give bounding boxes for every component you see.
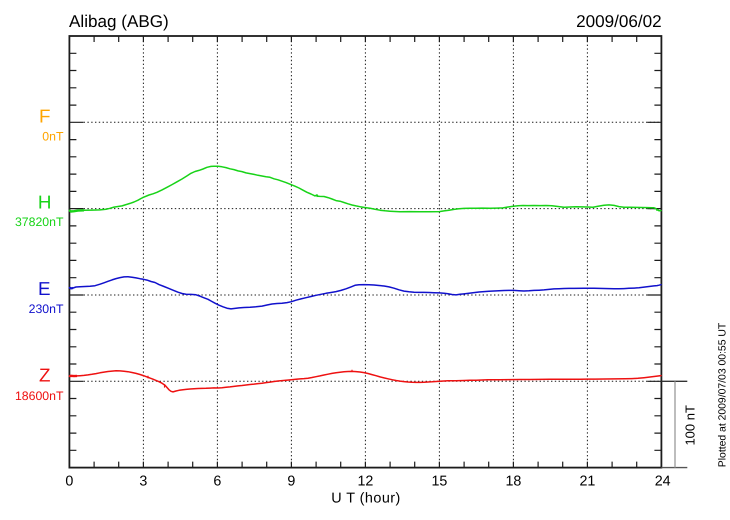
svg-text:U T (hour): U T (hour) bbox=[331, 491, 401, 507]
svg-text:Plotted at 2009/07/03 00:55 UT: Plotted at 2009/07/03 00:55 UT bbox=[718, 322, 729, 467]
svg-text:15: 15 bbox=[431, 474, 447, 490]
svg-text:3: 3 bbox=[139, 474, 147, 490]
svg-text:F: F bbox=[39, 105, 50, 126]
svg-text:9: 9 bbox=[287, 474, 295, 490]
svg-text:H: H bbox=[38, 192, 52, 213]
svg-text:0nT: 0nT bbox=[42, 130, 64, 144]
svg-text:230nT: 230nT bbox=[29, 302, 64, 316]
svg-text:E: E bbox=[38, 278, 51, 299]
svg-text:18: 18 bbox=[505, 474, 521, 490]
svg-text:6: 6 bbox=[213, 474, 221, 490]
svg-text:37820nT: 37820nT bbox=[15, 215, 64, 229]
svg-text:24: 24 bbox=[655, 474, 671, 490]
svg-text:21: 21 bbox=[579, 474, 595, 490]
svg-text:2009/06/02: 2009/06/02 bbox=[576, 12, 662, 31]
svg-text:12: 12 bbox=[357, 474, 373, 490]
svg-text:18600nT: 18600nT bbox=[15, 389, 64, 403]
svg-text:0: 0 bbox=[65, 474, 73, 490]
svg-text:Alibag (ABG): Alibag (ABG) bbox=[69, 12, 169, 31]
svg-text:Z: Z bbox=[39, 364, 50, 385]
svg-text:100 nT: 100 nT bbox=[683, 405, 698, 446]
